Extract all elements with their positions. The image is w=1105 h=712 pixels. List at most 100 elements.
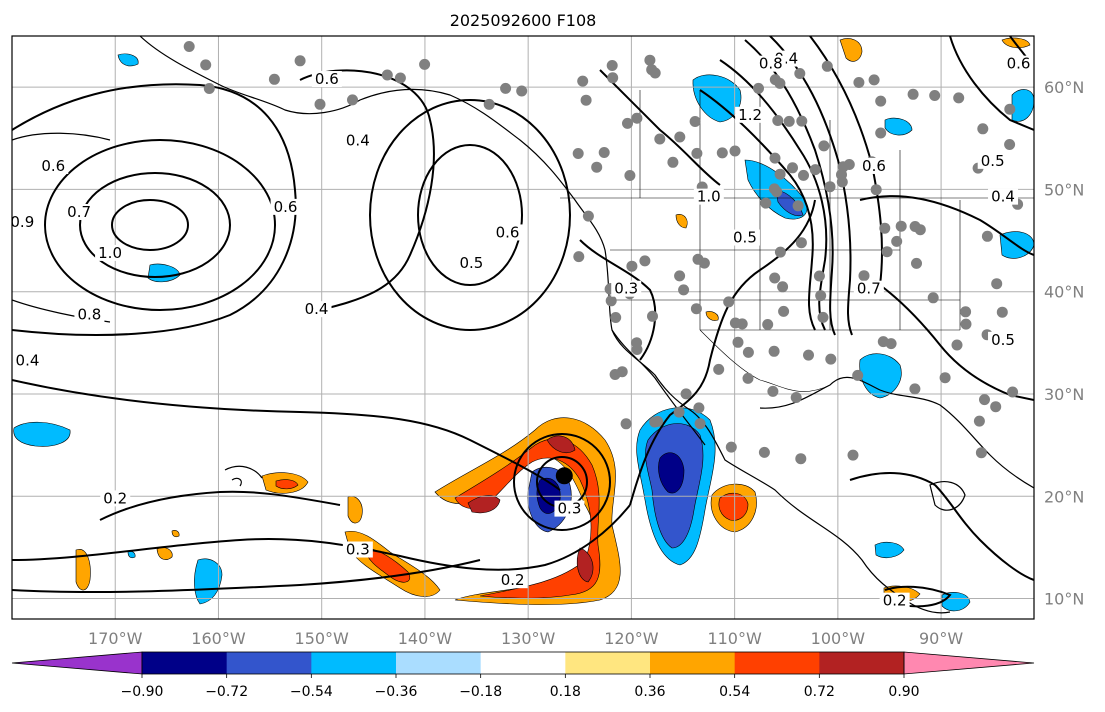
station-dot	[769, 152, 781, 164]
contour-label: 0.8	[759, 55, 783, 73]
contour-label: 0.4	[16, 351, 40, 369]
station-dot	[609, 369, 621, 380]
station-dot	[847, 449, 859, 461]
station-dot	[858, 270, 870, 282]
contour-label-bg	[693, 188, 724, 205]
contour-label-bg	[729, 229, 760, 246]
contour-label: 0.5	[459, 254, 483, 272]
station-dot	[778, 305, 790, 317]
station-dot	[347, 94, 358, 106]
map-content: 0.6 0.6 0.7 1.0 0.8 0.9 0.4 0.6 0.4 0.5 0.6 0.4 0.3 0…	[10, 36, 1034, 619]
station-dot	[647, 310, 658, 322]
station-dot	[736, 318, 748, 330]
station-dot	[885, 338, 897, 350]
station-dot	[483, 98, 495, 110]
station-dot	[607, 72, 619, 84]
contour-label-bg	[100, 490, 131, 507]
station-dot	[631, 344, 643, 355]
contour-label-bg	[879, 592, 910, 609]
station-dot	[716, 147, 728, 159]
station-dot	[783, 115, 795, 127]
station-dot	[792, 200, 804, 212]
contour-label-bg	[611, 280, 642, 297]
lon-tick-label: 140°W	[398, 629, 453, 648]
station-dot	[825, 353, 837, 365]
colorbar	[11, 651, 1035, 675]
station-dot	[644, 54, 656, 66]
station-dot	[990, 401, 1002, 413]
contour-label: 0.5	[981, 152, 1005, 170]
contour-label-bg	[456, 255, 487, 272]
station-dot	[394, 72, 406, 84]
station-dot	[624, 170, 636, 181]
colorbar-extend-high	[903, 651, 1035, 675]
lon-tick-label: 130°W	[501, 629, 556, 648]
contour-label: 0.4	[991, 188, 1015, 206]
station-dot	[639, 255, 651, 267]
station-dot	[777, 281, 789, 293]
colorbar-tick-label: −0.72	[205, 684, 248, 700]
station-dot	[817, 311, 829, 323]
lat-tick-label: 10°N	[1044, 590, 1084, 609]
station-dot	[591, 161, 603, 173]
contour-label-bg	[735, 106, 766, 123]
contour-label-bg	[988, 188, 1019, 205]
map-background	[12, 36, 1034, 619]
contour-label-bg	[342, 541, 373, 558]
colorbar-segment	[819, 652, 905, 674]
contour-label-bg	[755, 55, 786, 72]
station-dot	[203, 83, 215, 94]
longitude-ticks: 170°W 160°W 150°W 140°W 130°W 120°W 110°W 100°W…	[88, 629, 963, 648]
station-dot	[620, 418, 632, 430]
lon-tick-label: 110°W	[707, 629, 762, 648]
station-dot	[1007, 386, 1019, 398]
map-frame	[11, 35, 1035, 620]
station-dot	[769, 272, 781, 284]
contour-label-bg	[270, 198, 301, 215]
station-dot	[787, 162, 798, 174]
station-dot	[626, 260, 638, 272]
contour-label: 0.6	[315, 70, 339, 88]
contour-label: 0.2	[883, 592, 907, 610]
station-dot	[951, 339, 963, 351]
station-dot	[821, 60, 833, 72]
contour-label: 0.9	[10, 213, 34, 231]
colorbar-tick-label: 0.36	[634, 684, 665, 700]
contour-label: 1.0	[98, 244, 122, 262]
station-dot	[622, 117, 633, 129]
colorbar-ticks: −0.90 −0.72 −0.54 −0.36 −0.18 0.18 0.36 0.54 0.7…	[121, 674, 920, 700]
contour-label-bg	[38, 157, 69, 174]
station-dot	[767, 385, 779, 397]
station-dot	[794, 68, 806, 79]
station-dot	[580, 94, 592, 106]
station-dot	[772, 115, 784, 126]
lat-tick-label: 30°N	[1044, 385, 1084, 404]
station-dot	[774, 246, 786, 258]
station-dot	[582, 210, 594, 222]
contour-label-bg	[492, 224, 523, 241]
station-dot	[836, 176, 848, 188]
station-dot	[753, 82, 764, 94]
station-dot	[769, 74, 781, 86]
station-dot	[725, 441, 737, 453]
station-dot	[673, 406, 685, 418]
contour-label: 0.2	[103, 489, 127, 507]
contour-label: 0.5	[991, 331, 1015, 349]
station-dot	[631, 112, 643, 124]
contour-label-bg	[12, 214, 38, 231]
contour-label: 0.3	[558, 500, 582, 518]
station-dot	[768, 183, 780, 195]
station-dot	[891, 235, 903, 247]
contour-label: 0.6	[862, 157, 886, 175]
lat-tick-label: 40°N	[1044, 283, 1084, 302]
station-dot	[868, 74, 880, 86]
contour-label-bg	[95, 244, 126, 261]
station-dot	[723, 296, 735, 308]
station-dot	[691, 147, 703, 159]
contour-label: 0.4	[346, 131, 370, 149]
contour-label: 0.6	[496, 223, 520, 241]
lat-tick-label: 50°N	[1044, 180, 1084, 199]
station-dot	[693, 402, 705, 414]
